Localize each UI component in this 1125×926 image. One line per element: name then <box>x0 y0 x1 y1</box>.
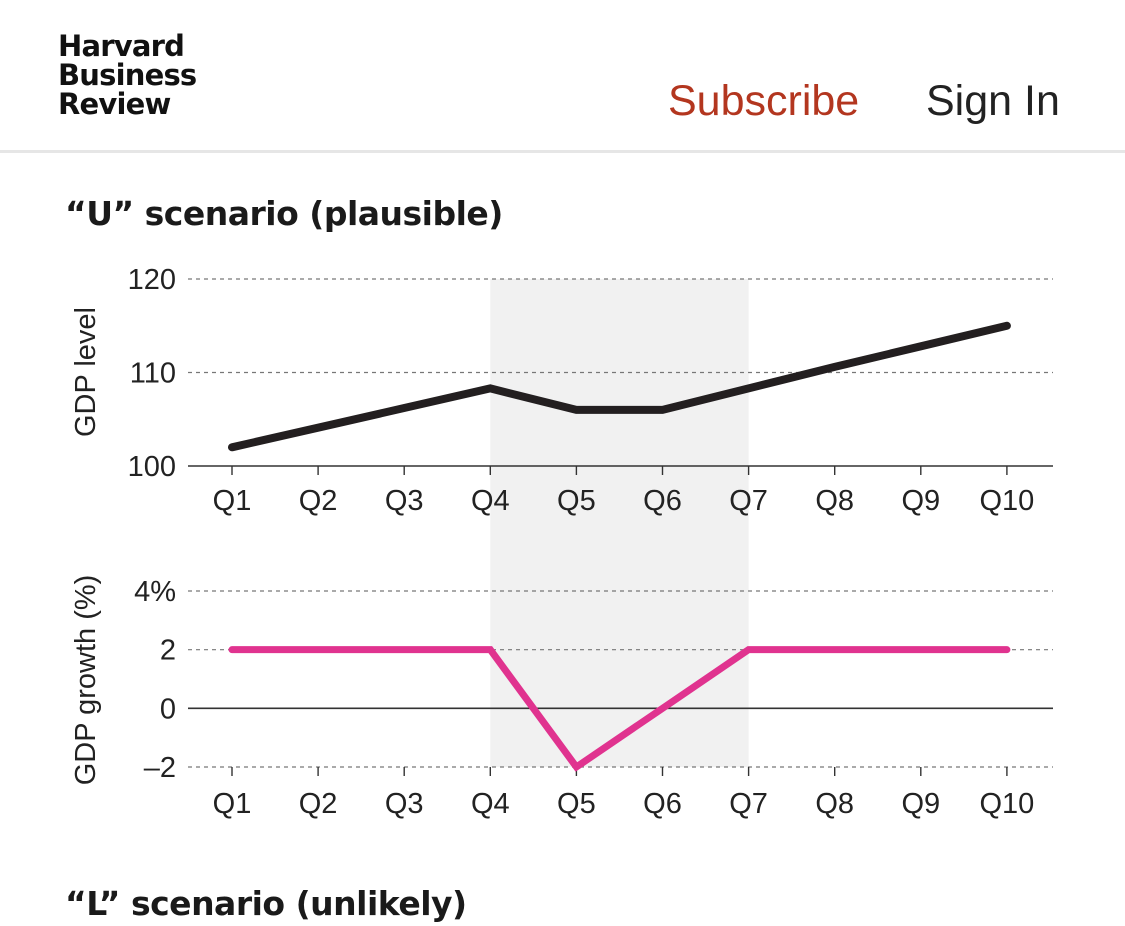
next-chart-title: “L” scenario (unlikely) <box>65 884 467 923</box>
shaded-period <box>490 279 749 767</box>
subscribe-link[interactable]: Subscribe <box>668 77 860 125</box>
x-tick-label: Q1 <box>213 788 252 820</box>
x-tick-label: Q9 <box>901 788 940 820</box>
x-tick-label: Q5 <box>557 485 596 517</box>
y-axis-title: GDP growth (%) <box>70 575 102 786</box>
x-tick-label: Q6 <box>643 485 682 517</box>
x-tick-label: Q7 <box>729 485 768 517</box>
y-tick-label: –2 <box>144 752 176 784</box>
x-tick-label: Q1 <box>213 485 252 517</box>
hbr-logo[interactable]: Harvard Business Review <box>58 29 197 121</box>
x-tick-label: Q8 <box>815 485 854 517</box>
logo-line-1: Harvard <box>58 29 185 63</box>
x-tick-label: Q8 <box>815 788 854 820</box>
x-tick-label: Q7 <box>729 788 768 820</box>
x-tick-label: Q6 <box>643 788 682 820</box>
x-tick-label: Q10 <box>979 788 1034 820</box>
x-tick-label: Q10 <box>979 485 1034 517</box>
x-tick-label: Q9 <box>901 485 940 517</box>
y-tick-label: 120 <box>128 264 176 296</box>
x-tick-label: Q4 <box>471 788 510 820</box>
gdp-level-line <box>228 321 1011 452</box>
logo-line-2: Business <box>58 58 197 92</box>
y-tick-label: 2 <box>160 635 176 667</box>
chart-title: “U” scenario (plausible) <box>65 194 503 233</box>
x-tick-label: Q2 <box>299 788 338 820</box>
y-tick-label: 110 <box>130 358 176 390</box>
y-tick-label: 100 <box>128 451 176 483</box>
site-header: Harvard Business Review Subscribe Sign I… <box>0 0 1125 153</box>
y-axis-title: GDP level <box>70 307 102 437</box>
gdp-growth-line <box>228 646 1011 772</box>
x-tick-label: Q5 <box>557 788 596 820</box>
x-tick-label: Q2 <box>299 485 338 517</box>
x-tick-label: Q3 <box>385 788 424 820</box>
x-tick-label: Q4 <box>471 485 510 517</box>
logo-line-3: Review <box>58 87 171 121</box>
x-tick-label: Q3 <box>385 485 424 517</box>
y-tick-label: 4% <box>134 576 176 608</box>
y-tick-label: 0 <box>160 693 176 725</box>
sign-in-link[interactable]: Sign In <box>926 77 1060 125</box>
